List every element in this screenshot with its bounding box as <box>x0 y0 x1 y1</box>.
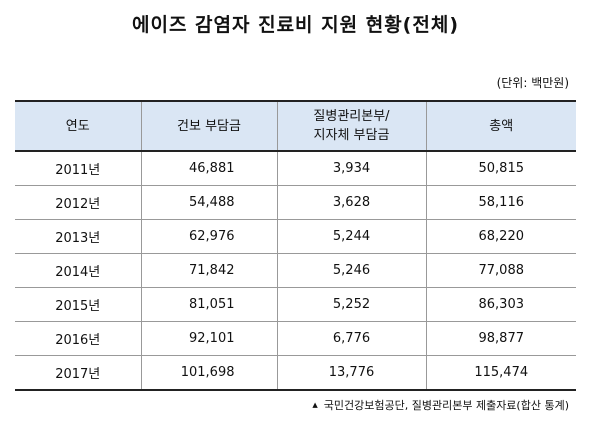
table-row: 2015년 81,051 5,252 86,303 <box>15 287 576 322</box>
table-row: 2011년 46,881 3,934 50,815 <box>15 151 576 186</box>
cell-year: 2012년 <box>15 185 142 220</box>
document-title: 에이즈 감염자 진료비 지원 현황(전체) <box>131 14 460 36</box>
cell-insurance: 62,976 <box>140 219 278 254</box>
header-total: 총액 <box>425 100 576 152</box>
header-kcdc: 질병관리본부/ 지자체 부담금 <box>276 100 427 152</box>
cell-insurance: 71,842 <box>140 253 278 288</box>
cell-total: 68,220 <box>425 219 576 254</box>
cell-insurance: 101,698 <box>140 355 278 391</box>
table-row: 2017년 101,698 13,776 115,474 <box>15 355 576 391</box>
cell-kcdc: 5,246 <box>276 253 427 288</box>
cell-insurance: 92,101 <box>140 321 278 356</box>
cell-total: 86,303 <box>425 287 576 322</box>
table-header-row: 연도 건보 부담금 질병관리본부/ 지자체 부담금 총액 <box>15 100 576 152</box>
cell-year: 2011년 <box>15 151 142 186</box>
source-footnote: ▲ 국민건강보험공단, 질병관리본부 제출자료(합산 통계) <box>312 397 569 413</box>
cell-total: 98,877 <box>425 321 576 356</box>
cell-year: 2014년 <box>15 253 142 288</box>
cell-insurance: 46,881 <box>140 151 278 186</box>
triangle-bullet-icon: ▲ <box>312 401 318 409</box>
cell-year: 2015년 <box>15 287 142 322</box>
source-text: 국민건강보험공단, 질병관리본부 제출자료(합산 통계) <box>323 399 569 412</box>
cell-kcdc: 3,628 <box>276 185 427 220</box>
cell-kcdc: 13,776 <box>276 355 427 391</box>
cell-insurance: 54,488 <box>140 185 278 220</box>
cell-kcdc: 5,252 <box>276 287 427 322</box>
table-row: 2012년 54,488 3,628 58,116 <box>15 185 576 220</box>
cell-kcdc: 6,776 <box>276 321 427 356</box>
aids-support-table: 연도 건보 부담금 질병관리본부/ 지자체 부담금 총액 2011년 46,88… <box>15 100 576 391</box>
table-row: 2016년 92,101 6,776 98,877 <box>15 321 576 356</box>
table-row: 2013년 62,976 5,244 68,220 <box>15 219 576 254</box>
header-kcdc-line1: 질병관리본부/ <box>313 109 390 124</box>
table-row: 2014년 71,842 5,246 77,088 <box>15 253 576 288</box>
cell-total: 50,815 <box>425 151 576 186</box>
unit-note: (단위: 백만원) <box>496 76 569 90</box>
cell-year: 2017년 <box>15 355 142 391</box>
cell-total: 77,088 <box>425 253 576 288</box>
header-kcdc-line2: 지자체 부담금 <box>313 128 390 143</box>
cell-year: 2016년 <box>15 321 142 356</box>
cell-total: 58,116 <box>425 185 576 220</box>
cell-kcdc: 3,934 <box>276 151 427 186</box>
cell-year: 2013년 <box>15 219 142 254</box>
cell-insurance: 81,051 <box>140 287 278 322</box>
cell-total: 115,474 <box>425 355 576 391</box>
header-year: 연도 <box>15 100 142 152</box>
header-insurance: 건보 부담금 <box>140 100 278 152</box>
cell-kcdc: 5,244 <box>276 219 427 254</box>
